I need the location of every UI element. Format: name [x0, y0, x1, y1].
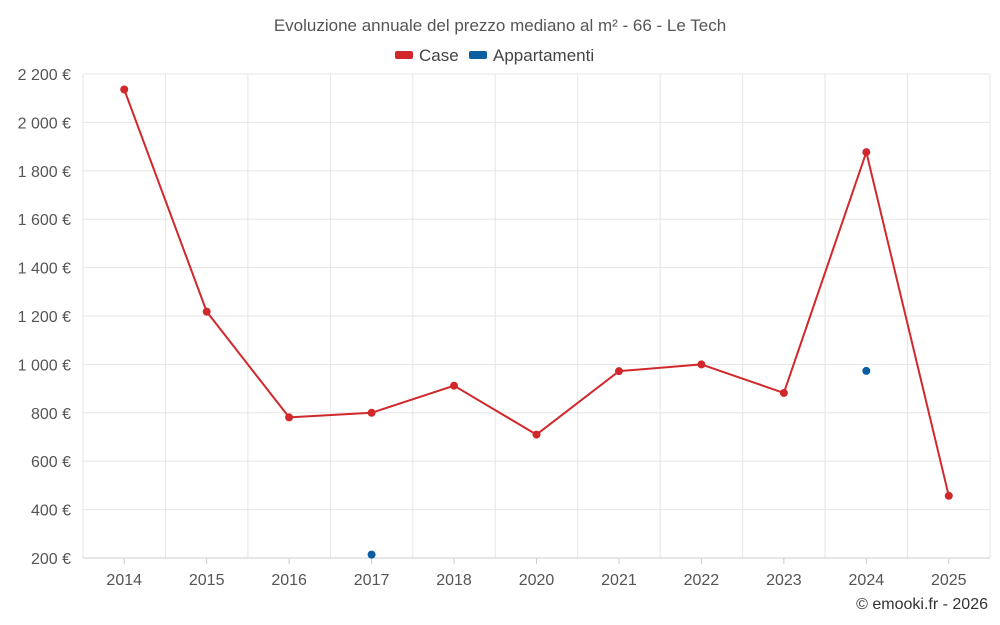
legend-swatch-appartamenti	[469, 51, 487, 59]
data-point-case[interactable]	[285, 413, 294, 422]
legend-swatch-case	[395, 51, 413, 59]
x-tick-label: 2024	[849, 572, 885, 589]
y-tick-label: 1 000 €	[18, 357, 71, 374]
data-point-appartamenti[interactable]	[862, 366, 871, 375]
data-point-case[interactable]	[697, 360, 706, 369]
data-point-case[interactable]	[862, 148, 871, 157]
y-tick-label: 200 €	[31, 551, 71, 568]
y-tick-label: 1 200 €	[18, 309, 71, 326]
y-tick-label: 1 600 €	[18, 212, 71, 229]
x-tick-label: 2023	[766, 572, 802, 589]
y-tick-label: 1 800 €	[18, 164, 71, 181]
series-layer	[120, 85, 953, 559]
y-tick-label: 2 000 €	[18, 115, 71, 132]
x-tick-label: 2015	[189, 572, 225, 589]
y-tick-label: 800 €	[31, 406, 71, 423]
y-tick-label: 2 200 €	[18, 67, 71, 84]
credit[interactable]: © emooki.fr - 2026	[856, 596, 988, 613]
data-point-case[interactable]	[450, 381, 459, 390]
legend-label-case: Case	[419, 46, 459, 65]
grid	[82, 73, 991, 559]
x-tick-label: 2022	[684, 572, 720, 589]
data-point-appartamenti[interactable]	[367, 550, 376, 559]
x-tick-label: 2020	[519, 572, 555, 589]
x-tick-label: 2014	[106, 572, 142, 589]
x-tick-label: 2016	[271, 572, 307, 589]
data-point-case[interactable]	[779, 388, 788, 397]
y-tick-label: 1 400 €	[18, 261, 71, 278]
data-point-case[interactable]	[532, 430, 541, 439]
x-tick-label: 2021	[601, 572, 637, 589]
legend-label-appartamenti: Appartamenti	[493, 46, 594, 65]
x-tick-label: 2025	[931, 572, 967, 589]
y-tick-label: 400 €	[31, 503, 71, 520]
y-axis: 200 € 400 € 600 € 800 € 1 000 € 1 200 € 1 400 …	[18, 67, 71, 568]
data-point-case[interactable]	[367, 408, 376, 417]
legend-item-case[interactable]: Case	[395, 46, 459, 65]
y-tick-label: 600 €	[31, 454, 71, 471]
data-point-case[interactable]	[614, 367, 623, 376]
chart-title: Evoluzione annuale del prezzo mediano al…	[274, 16, 726, 35]
legend[interactable]: Case Appartamenti	[395, 46, 594, 65]
data-point-case[interactable]	[944, 491, 953, 500]
data-point-case[interactable]	[120, 85, 129, 94]
x-tick-label: 2018	[436, 572, 472, 589]
legend-item-appartamenti[interactable]: Appartamenti	[469, 46, 594, 65]
data-point-case[interactable]	[202, 307, 211, 316]
x-tick-label: 2017	[354, 572, 390, 589]
x-axis: 2014 2015 2016 2017 2018 2020 2021 2022 2023 2024…	[83, 557, 990, 589]
